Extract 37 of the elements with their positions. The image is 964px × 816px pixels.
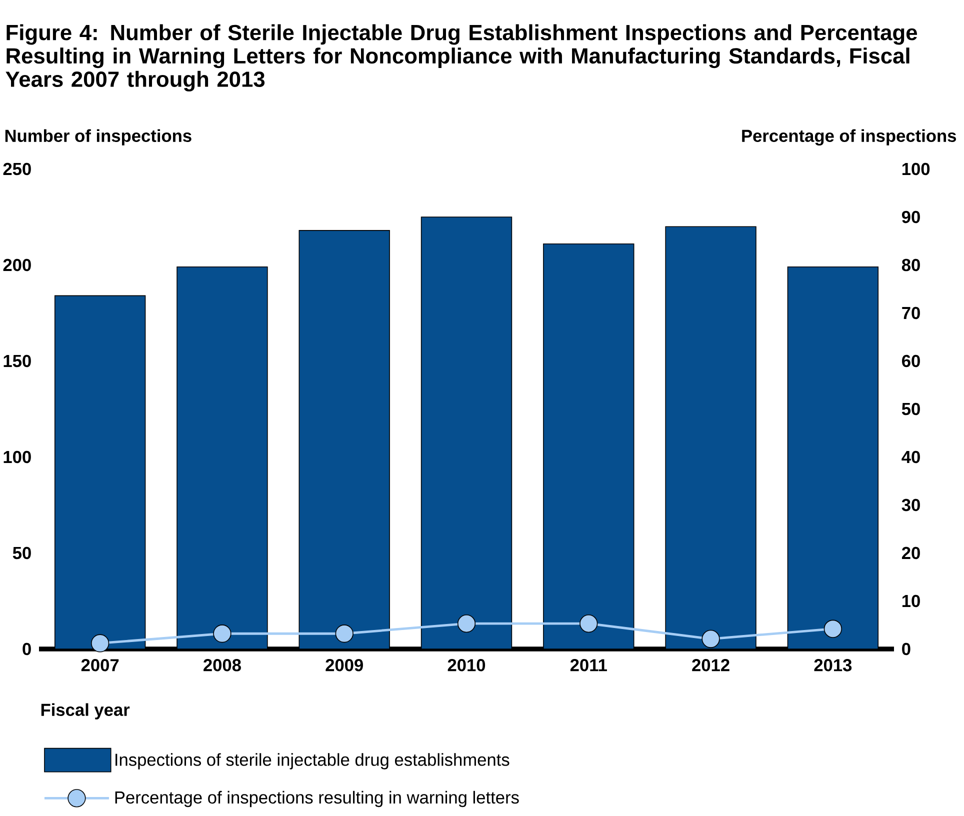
y-tick-label: 0 [22,642,31,656]
point [91,634,110,652]
y2-tick-label: 100 [902,162,930,176]
point [580,614,598,633]
y2-tick-label: 80 [902,258,920,272]
y2-tick-label: 70 [902,306,920,320]
chart-title: Figure 4: Number of Sterile Injectable Drug Establishment Inspections and Percentage Resulting in Warning Letters for Noncompliance with Manufacturing Standards, Fiscal Years 2007 through 2013 [6,24,918,92]
x-tick-label: 2013 [814,659,852,672]
point [335,624,354,643]
y-tick-label: 250 [3,162,31,176]
x-tick-label: 2010 [448,659,486,672]
legend-label: Percentage of inspections resulting in warning letters [115,790,519,808]
y2-tick-label: 0 [902,642,910,656]
y-tick-label: 50 [12,546,31,560]
x-axis-title: Fiscal year [41,703,130,720]
y2-tick-label: 60 [902,354,920,368]
point [824,620,842,638]
y-tick-label: 150 [4,354,31,368]
y2-axis-title: Percentage of inspections [742,129,956,146]
y2-tick-label: 20 [902,546,920,560]
point [213,624,232,643]
y-tick-label: 100 [4,450,31,464]
legend-label: Inspections of sterile injectable drug establishments [116,753,510,770]
y2-tick-label: 40 [902,450,920,464]
y2-tick-label: 10 [902,594,920,608]
point [457,614,476,633]
x-tick-label: 2007 [81,659,119,672]
x-tick-label: 2009 [326,659,363,672]
y-tick-label: 200 [3,258,31,272]
y2-tick-label: 30 [902,498,920,512]
y2-tick-label: 90 [902,210,920,224]
y2-tick-label: 50 [902,402,920,416]
x-tick-label: 2012 [692,659,730,672]
y-axis-title: Number of inspections [5,129,192,146]
point [702,630,720,648]
x-tick-label: 2008 [204,659,241,672]
x-tick-label: 2011 [570,659,607,672]
